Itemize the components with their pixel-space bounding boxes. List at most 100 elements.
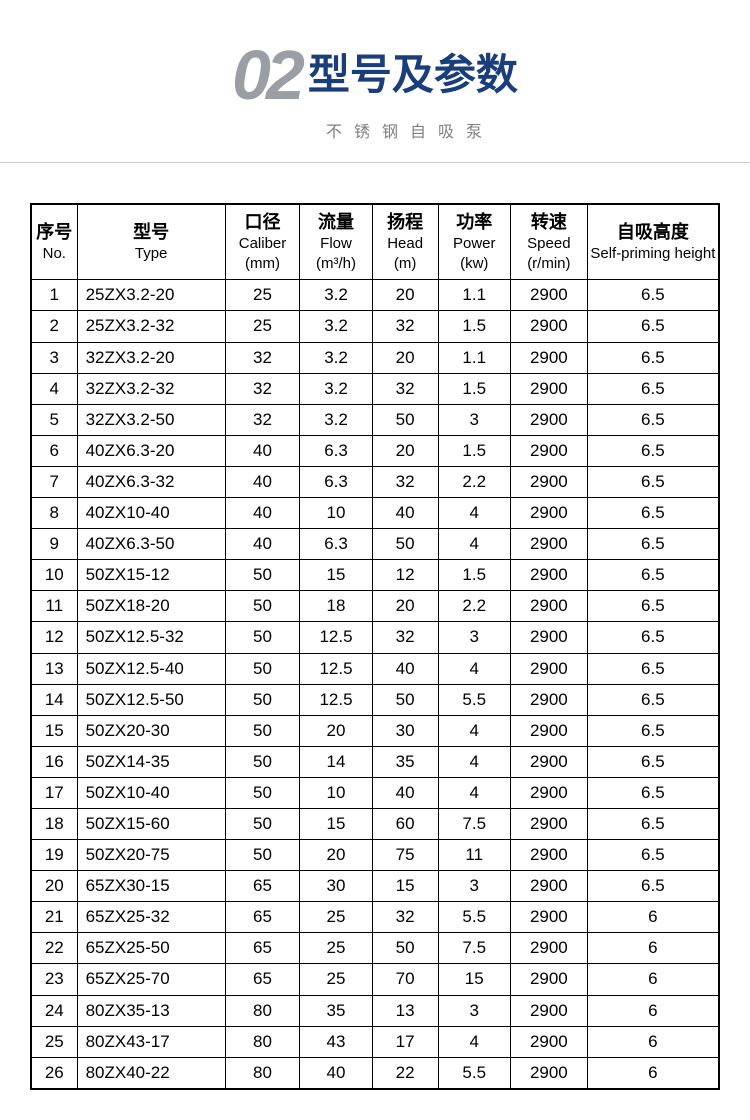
table-cell: 18 [300, 591, 372, 622]
header-inner: 02 型号及参数 [232, 40, 518, 110]
table-row: 1850ZX15-605015607.529006.5 [31, 808, 719, 839]
table-cell: 1.5 [438, 435, 510, 466]
table-cell: 70 [372, 964, 438, 995]
table-cell: 6.5 [587, 280, 719, 311]
table-cell: 6.5 [587, 342, 719, 373]
col-caliber-cn: 口径 [228, 211, 298, 234]
table-cell: 3 [438, 995, 510, 1026]
table-cell: 26 [31, 1057, 77, 1089]
table-cell: 50 [225, 808, 300, 839]
table-cell: 15 [300, 560, 372, 591]
table-cell: 21 [31, 902, 77, 933]
table-cell: 1 [31, 280, 77, 311]
table-row: 640ZX6.3-20406.3201.529006.5 [31, 435, 719, 466]
table-cell: 5.5 [438, 902, 510, 933]
table-cell: 65 [225, 902, 300, 933]
table-cell: 6 [587, 933, 719, 964]
table-cell: 2900 [510, 684, 587, 715]
table-cell: 7 [31, 466, 77, 497]
table-cell: 17 [31, 777, 77, 808]
col-caliber-unit: (mm) [228, 254, 298, 274]
table-cell: 6.5 [587, 653, 719, 684]
table-cell: 6.5 [587, 777, 719, 808]
table-cell: 4 [438, 777, 510, 808]
table-row: 1350ZX12.5-405012.540429006.5 [31, 653, 719, 684]
table-cell: 2900 [510, 311, 587, 342]
table-row: 1950ZX20-755020751129006.5 [31, 840, 719, 871]
table-cell: 7.5 [438, 808, 510, 839]
table-wrapper: 序号 No. 型号 Type 口径 Caliber (mm) 流量 Flow (… [0, 163, 750, 1090]
table-row: 1550ZX20-30502030429006.5 [31, 715, 719, 746]
table-cell: 50ZX12.5-32 [77, 622, 225, 653]
table-row: 532ZX3.2-50323.250329006.5 [31, 404, 719, 435]
table-cell: 2900 [510, 871, 587, 902]
table-cell: 24 [31, 995, 77, 1026]
table-cell: 20 [31, 871, 77, 902]
table-cell: 1.1 [438, 280, 510, 311]
table-cell: 2900 [510, 808, 587, 839]
table-cell: 14 [300, 746, 372, 777]
table-cell: 65 [225, 964, 300, 995]
col-header-power: 功率 Power (kw) [438, 204, 510, 280]
table-cell: 50ZX12.5-50 [77, 684, 225, 715]
table-cell: 2900 [510, 1057, 587, 1089]
table-cell: 32 [225, 342, 300, 373]
table-cell: 20 [372, 342, 438, 373]
spec-table: 序号 No. 型号 Type 口径 Caliber (mm) 流量 Flow (… [30, 203, 720, 1090]
table-cell: 6.5 [587, 435, 719, 466]
table-cell: 32ZX3.2-50 [77, 404, 225, 435]
table-cell: 50 [225, 560, 300, 591]
table-cell: 22 [31, 933, 77, 964]
table-cell: 2900 [510, 622, 587, 653]
table-cell: 1.5 [438, 373, 510, 404]
table-cell: 50ZX10-40 [77, 777, 225, 808]
title-block: 型号及参数 [308, 54, 518, 96]
table-cell: 80ZX40-22 [77, 1057, 225, 1089]
table-cell: 32 [372, 311, 438, 342]
col-type-cn: 型号 [80, 221, 223, 244]
table-cell: 6 [587, 902, 719, 933]
table-cell: 50 [225, 777, 300, 808]
table-cell: 20 [300, 715, 372, 746]
table-cell: 32 [372, 466, 438, 497]
col-header-type: 型号 Type [77, 204, 225, 280]
table-cell: 65ZX25-32 [77, 902, 225, 933]
table-cell: 1.1 [438, 342, 510, 373]
table-cell: 65ZX30-15 [77, 871, 225, 902]
table-cell: 2900 [510, 529, 587, 560]
table-cell: 3.2 [300, 373, 372, 404]
table-cell: 10 [300, 777, 372, 808]
main-title: 型号及参数 [308, 54, 518, 96]
table-cell: 6.3 [300, 466, 372, 497]
table-cell: 50ZX14-35 [77, 746, 225, 777]
table-cell: 43 [300, 1026, 372, 1057]
table-cell: 2900 [510, 280, 587, 311]
table-cell: 2900 [510, 466, 587, 497]
table-cell: 50ZX20-30 [77, 715, 225, 746]
col-header-caliber: 口径 Caliber (mm) [225, 204, 300, 280]
table-cell: 65 [225, 871, 300, 902]
table-row: 1750ZX10-40501040429006.5 [31, 777, 719, 808]
table-cell: 17 [372, 1026, 438, 1057]
table-cell: 15 [31, 715, 77, 746]
table-cell: 35 [372, 746, 438, 777]
table-cell: 40ZX10-40 [77, 498, 225, 529]
table-cell: 6.5 [587, 591, 719, 622]
table-cell: 3.2 [300, 311, 372, 342]
table-cell: 80ZX43-17 [77, 1026, 225, 1057]
table-cell: 2900 [510, 964, 587, 995]
table-cell: 3.2 [300, 280, 372, 311]
table-cell: 80 [225, 1026, 300, 1057]
table-cell: 23 [31, 964, 77, 995]
table-cell: 25ZX3.2-20 [77, 280, 225, 311]
table-cell: 15 [372, 871, 438, 902]
table-cell: 80 [225, 995, 300, 1026]
table-cell: 2900 [510, 1026, 587, 1057]
table-cell: 25 [31, 1026, 77, 1057]
col-flow-unit: (m³/h) [302, 254, 369, 274]
table-cell: 2 [31, 311, 77, 342]
table-cell: 50 [372, 404, 438, 435]
table-cell: 35 [300, 995, 372, 1026]
table-cell: 50 [372, 684, 438, 715]
table-cell: 6 [31, 435, 77, 466]
